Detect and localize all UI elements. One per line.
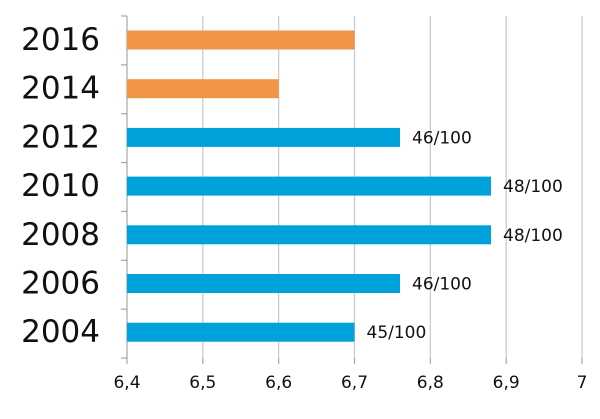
bar — [127, 79, 279, 99]
x-tick-label: 6,6 — [265, 373, 292, 393]
x-tick-label: 6,4 — [113, 373, 140, 393]
bar — [127, 127, 400, 147]
bar — [127, 30, 355, 50]
y-tick-label: 2006 — [21, 266, 100, 302]
y-tick-label: 2010 — [21, 168, 100, 204]
x-tick-label: 6,9 — [493, 373, 520, 393]
x-tick-label: 6,8 — [417, 373, 444, 393]
data-label: 48/100 — [503, 177, 563, 197]
y-tick-label: 2004 — [21, 314, 100, 350]
data-label: 45/100 — [367, 323, 427, 343]
bar — [127, 274, 400, 293]
bar — [127, 322, 355, 342]
data-label: 48/100 — [503, 226, 563, 246]
bar — [127, 176, 491, 196]
data-labels: 46/100 48/100 48/100 46/100 45/100 — [367, 128, 563, 343]
y-tick-labels: 2016 2014 2012 2010 2008 2006 2004 — [21, 22, 100, 350]
bar — [127, 225, 491, 245]
x-tick-labels: 6,4 6,5 6,6 6,7 6,8 6,9 7 — [113, 373, 587, 393]
x-tick-label: 6,7 — [341, 373, 368, 393]
x-tick-label: 6,5 — [189, 373, 216, 393]
y-tick-label: 2014 — [21, 71, 100, 107]
y-tick-label: 2012 — [21, 119, 100, 155]
y-tick-label: 2016 — [21, 22, 100, 58]
y-tick-label: 2008 — [21, 217, 100, 253]
data-label: 46/100 — [412, 128, 472, 148]
x-tick-label: 7 — [577, 373, 588, 393]
data-label: 46/100 — [412, 275, 472, 295]
bars — [127, 30, 491, 342]
